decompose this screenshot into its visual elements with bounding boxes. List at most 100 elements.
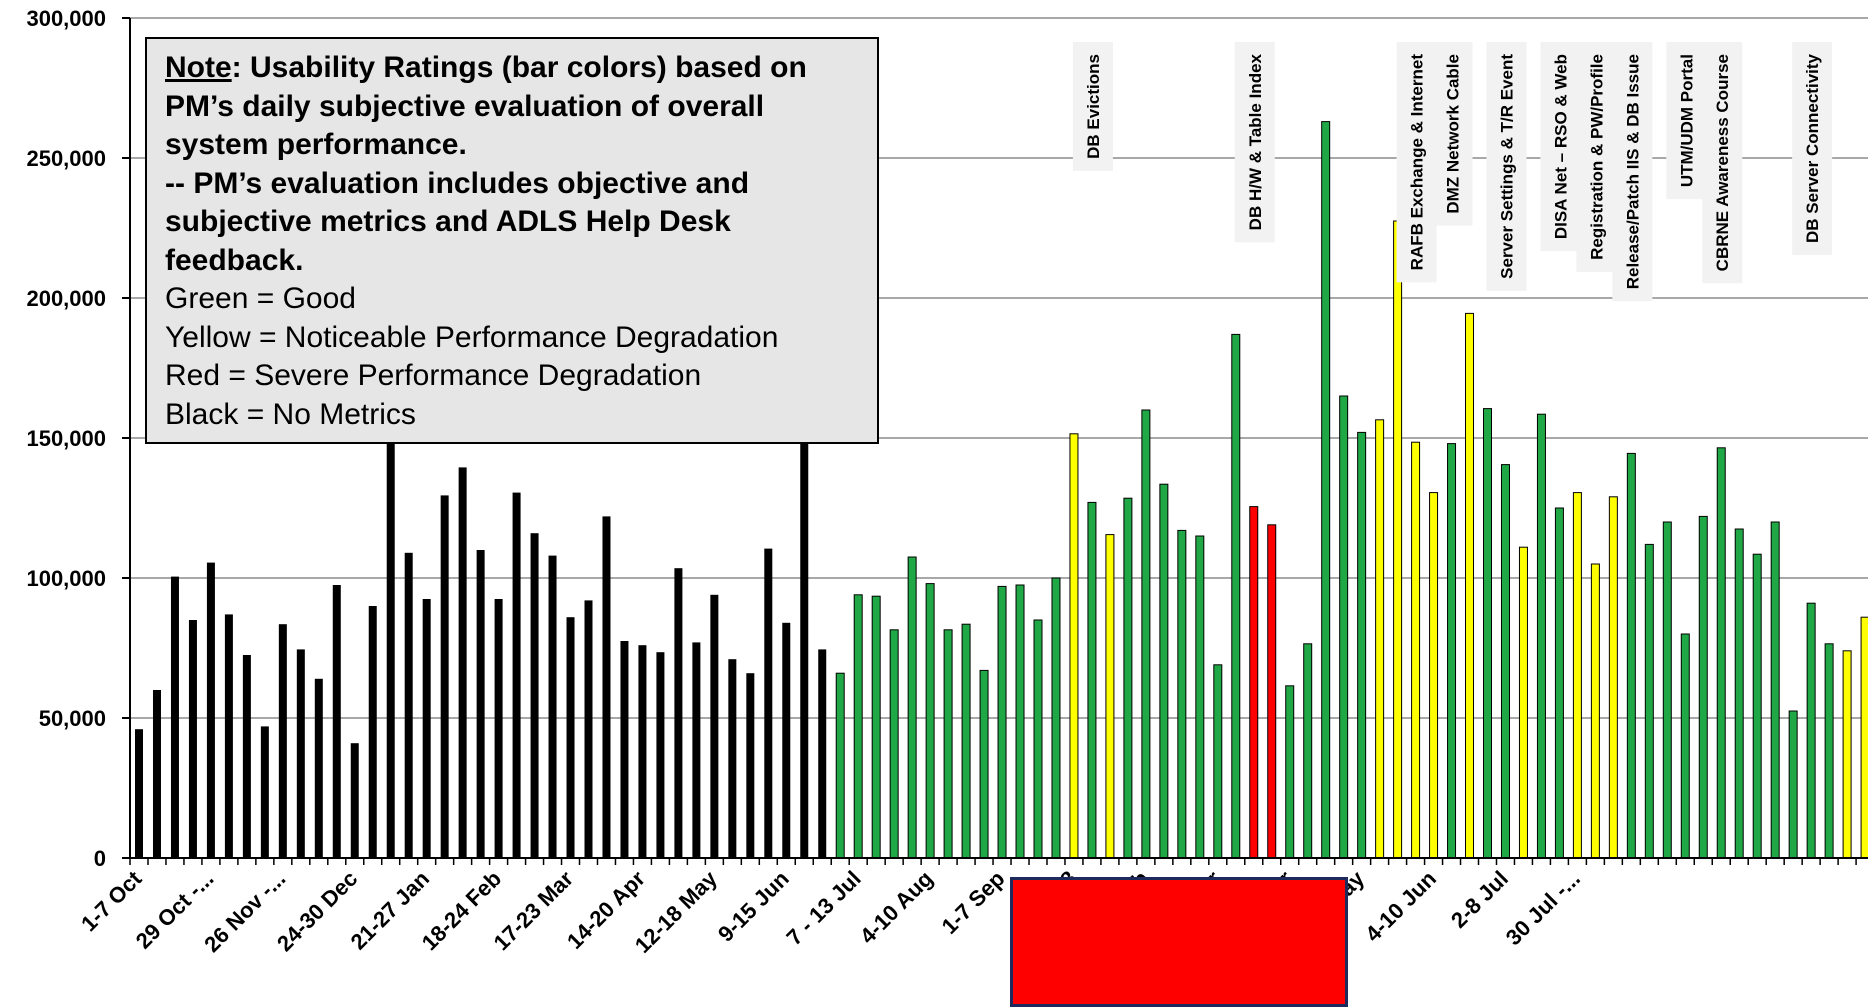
bar	[1608, 496, 1618, 859]
legend-entry-black: Black = No Metrics	[165, 397, 416, 431]
bar	[656, 652, 665, 858]
legend-heading: Note	[165, 51, 232, 84]
bar	[1177, 529, 1187, 859]
bar	[889, 629, 899, 859]
bar	[332, 585, 341, 858]
bar	[961, 623, 971, 859]
event-annotation: DB Evictions	[1072, 42, 1113, 171]
bar	[1554, 507, 1564, 859]
annotation-box	[1612, 42, 1653, 302]
bar	[548, 555, 557, 858]
bar	[1339, 395, 1349, 859]
bar	[1267, 524, 1277, 859]
bar	[1860, 616, 1868, 859]
x-tick-label: 4-10 Aug	[855, 866, 938, 949]
annotation-label: Server Settings & T/R Event	[1497, 54, 1516, 279]
bar	[368, 606, 377, 858]
bar	[494, 599, 503, 858]
y-tick-label: 300,000	[26, 6, 106, 31]
bar	[907, 556, 917, 859]
bar	[1159, 483, 1169, 859]
bar	[135, 729, 143, 858]
bar	[584, 600, 593, 858]
bar	[1734, 528, 1744, 859]
annotation-label: DB H/W & Table Index	[1246, 53, 1265, 230]
bar	[728, 659, 737, 858]
bar	[1303, 643, 1313, 859]
bar	[710, 594, 719, 858]
annotation-label: Release/Patch IIS & DB Issue	[1623, 54, 1642, 289]
bar	[1518, 546, 1528, 859]
event-annotation: UTM/UDM Portal	[1666, 42, 1707, 200]
bar	[979, 669, 989, 859]
bar	[1285, 685, 1295, 859]
bar	[1213, 664, 1223, 859]
bar	[1393, 220, 1403, 859]
x-tick-label: 2-8 Jul	[1446, 866, 1513, 933]
bar	[1500, 464, 1510, 859]
bar	[1644, 543, 1654, 859]
bar	[692, 642, 701, 858]
legend-entry-yellow: Yellow = Noticeable Performance Degradat…	[165, 320, 779, 354]
bar	[440, 495, 449, 858]
event-annotation: RAFB Exchange & Internet	[1396, 42, 1437, 283]
x-tick-label: 9-15 Jun	[713, 866, 794, 947]
bar	[1105, 534, 1115, 859]
redaction-box	[1010, 877, 1348, 1007]
bar	[1141, 409, 1151, 859]
bar	[1716, 447, 1726, 859]
legend-heading-rest: : Usability Ratings (bar colors) based o…	[165, 51, 807, 161]
x-tick-label: 17-23 Mar	[489, 866, 579, 956]
y-tick-label: 150,000	[26, 426, 106, 451]
y-tick-label: 200,000	[26, 286, 106, 311]
bar	[1321, 121, 1331, 859]
annotation-box	[1576, 42, 1617, 272]
bar	[260, 726, 269, 858]
bar	[1698, 515, 1708, 859]
x-tick-label: 1-7 Oct	[76, 865, 147, 936]
annotation-label: Registration & PW/Profile	[1587, 54, 1606, 260]
annotation-box	[1702, 42, 1743, 284]
legend-entry-red: Red = Severe Performance Degradation	[165, 359, 702, 392]
bar	[1572, 492, 1582, 859]
bar	[458, 467, 467, 858]
bar	[835, 672, 845, 859]
bar	[1051, 577, 1061, 859]
annotation-box	[1540, 42, 1581, 252]
bar	[818, 649, 827, 858]
bar	[1411, 441, 1421, 859]
y-axis-tick-labels: 0 50,000 100,000 150,000 200,000 250,000 300,0…	[26, 6, 106, 871]
legend-heading-block: Note: Usability Ratings (bar colors) bas…	[165, 49, 859, 165]
annotation-label: RAFB Exchange & Internet	[1408, 54, 1427, 271]
bar	[1752, 553, 1762, 859]
annotation-box	[1396, 42, 1437, 283]
bar	[1429, 492, 1439, 859]
annotation-label: DISA Net – RSO & Web	[1551, 54, 1570, 239]
event-annotation: Server Settings & T/R Event	[1486, 42, 1527, 291]
event-annotations: DB Evictions DB H/W & Table Index RAFB Exc…	[1072, 42, 1833, 302]
bar	[314, 678, 323, 858]
bar	[1483, 408, 1492, 859]
event-annotation: DB H/W & Table Index	[1234, 42, 1275, 243]
bar	[1626, 452, 1636, 859]
x-tick-label: 7 - 13 Jul	[781, 866, 865, 950]
x-tick-label: 4-10 Jun	[1360, 866, 1441, 947]
bar	[1788, 710, 1798, 859]
bar	[853, 594, 863, 859]
bar	[1087, 501, 1097, 859]
bar	[997, 585, 1007, 859]
y-tick-label: 50,000	[39, 706, 106, 731]
event-annotation: CBRNE Awareness Course	[1702, 42, 1743, 284]
bar	[1195, 535, 1205, 859]
legend-sub-note: -- PM’s evaluation includes objective an…	[165, 166, 750, 277]
bar	[800, 396, 809, 858]
bars	[135, 121, 1868, 859]
bar	[943, 629, 953, 859]
bar	[296, 649, 305, 858]
bar	[1465, 312, 1475, 859]
bar	[530, 533, 539, 858]
annotation-box	[1234, 42, 1275, 243]
bar	[674, 568, 683, 858]
bar	[620, 641, 629, 858]
